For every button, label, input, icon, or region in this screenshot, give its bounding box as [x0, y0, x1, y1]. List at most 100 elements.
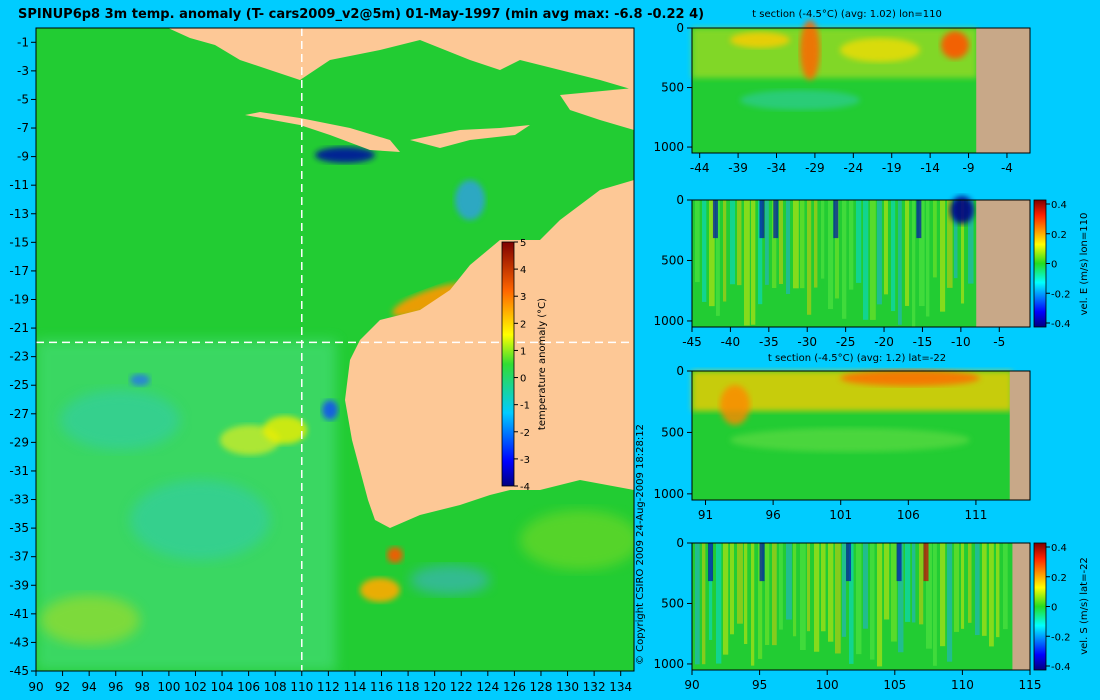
velocity-streak [975, 543, 980, 636]
map-colorbar-ticks: 5 4 3 2 1 0 -1 -2 -3 -4 [514, 238, 530, 493]
velocity-streak [807, 543, 811, 632]
velocity-streak [751, 200, 756, 325]
map-y-tick-label: -21 [9, 321, 29, 335]
velocity-streak-strong [923, 543, 929, 582]
vel-e-colorbar [1033, 199, 1047, 328]
velocity-streak [877, 200, 882, 305]
sec2-colorbar-tick-label: 0 [1051, 260, 1057, 271]
velocity-streak [926, 200, 930, 317]
velocity-streak [758, 200, 763, 305]
velocity-streak [828, 543, 834, 642]
sec4-colorbar-tick-label: 0.2 [1051, 573, 1067, 584]
velocity-streak [814, 543, 820, 652]
map-colorbar-tick-label: -3 [520, 455, 530, 466]
sec3-y-tick-label: 500 [661, 425, 684, 439]
velocity-streak [933, 543, 937, 666]
velocity-streak [870, 543, 875, 660]
sec2-x-tick-label: -35 [759, 335, 779, 349]
land-australia [345, 180, 634, 528]
velocity-streak-strong [896, 543, 902, 582]
velocity-streak [842, 200, 847, 319]
velocity-streak [779, 543, 783, 630]
map-y-tick-label: -15 [9, 235, 29, 249]
velocity-streak [877, 543, 883, 667]
velocity-streak [863, 200, 869, 320]
velocity-streak [849, 543, 854, 664]
map-x-tick-label: 126 [503, 680, 526, 694]
velocity-streak-strong [759, 200, 765, 239]
velocity-streak [730, 543, 734, 635]
map-x-axis: 90 92 94 96 98 100 102 104 106 108 110 112 114 116 118… [28, 671, 632, 694]
sec2-x-tick-label: -40 [721, 335, 741, 349]
map-colorbar-label: temperature anomaly (°C) [537, 298, 548, 430]
sec1-x-tick-label: -19 [882, 161, 902, 175]
sec2-land [976, 200, 1030, 327]
sec4-colorbar-tick-label: 0.4 [1051, 543, 1067, 554]
map-y-tick-label: -13 [9, 207, 29, 221]
velocity-streak [807, 200, 812, 315]
velocity-streak [849, 200, 854, 290]
velocity-streak [954, 200, 958, 279]
velocity-streak [786, 200, 791, 294]
velocity-streak [954, 543, 960, 632]
map-y-tick-label: -17 [9, 264, 29, 278]
map-x-tick-label: 110 [290, 680, 313, 694]
map-x-tick-label: 122 [450, 680, 473, 694]
map-y-tick-label: -11 [9, 178, 29, 192]
velocity-streak [758, 543, 763, 659]
velocity-streak [786, 543, 792, 620]
panel-t-section-lon-title: t section (-4.5°C) (avg: 1.02) lon=110 [752, 9, 942, 20]
map-y-tick-label: -19 [9, 292, 29, 306]
velocity-streak [996, 543, 1000, 638]
map-x-tick-label: 124 [476, 680, 499, 694]
panel-vel-e-lon: -45 -40 -35 -30 -25 -20 -15 -10 -5 0 500 1000 0.4 0.… [653, 193, 1090, 349]
map-y-tick-label: -3 [17, 64, 29, 78]
sec1-x-tick-label: -39 [728, 161, 748, 175]
map-colorbar [501, 241, 515, 487]
sec3-y-tick-label: 1000 [653, 487, 684, 501]
map-x-tick-label: 90 [28, 680, 43, 694]
map-colorbar-tick-label: -4 [520, 482, 530, 493]
sec2-x-tick-label: -25 [836, 335, 856, 349]
velocity-streak [891, 200, 896, 312]
map-colorbar-tick-label: 3 [520, 292, 526, 303]
map-x-tick-label: 112 [317, 680, 340, 694]
land-java [245, 112, 400, 152]
map-y-tick-label: -25 [9, 378, 29, 392]
velocity-streak [884, 543, 890, 620]
velocity-streak [898, 543, 904, 653]
sec2-x-tick-label: -20 [874, 335, 894, 349]
map-x-tick-label: 134 [609, 680, 632, 694]
map-x-tick-label: 130 [556, 680, 579, 694]
velocity-streak [919, 543, 924, 625]
sec3-x-tick-label: 91 [698, 508, 713, 522]
velocity-streak [702, 200, 707, 302]
sec1-x-tick-label: -24 [844, 161, 864, 175]
velocity-streak [912, 200, 916, 327]
sec4-x-tick-label: 115 [1019, 678, 1042, 692]
velocity-streak-strong [708, 543, 714, 582]
map-x-tick-label: 114 [343, 680, 366, 694]
velocity-streak [912, 543, 916, 623]
map-x-tick-label: 94 [82, 680, 97, 694]
velocity-streak [884, 200, 888, 295]
map-y-tick-label: -1 [17, 35, 29, 49]
velocity-streak [772, 543, 777, 646]
sec4-x-tick-label: 90 [684, 678, 699, 692]
sec4-land [1012, 543, 1030, 670]
map-colorbar-tick-label: -2 [520, 428, 530, 439]
velocity-streak [856, 200, 862, 283]
velocity-streak [982, 543, 987, 636]
panel-t-section-lat-title: t section (-4.5°C) (avg: 1.2) lat=-22 [768, 353, 946, 364]
map-colorbar-tick-label: 2 [520, 319, 526, 330]
map-y-axis: -1 -3 -5 -7 -9 -11 -13 -15 -17 -19 -21 -23 -25 -27 -29… [9, 35, 36, 678]
sec1-y-tick-label: 0 [676, 21, 684, 35]
sec2-x-tick-label: -15 [913, 335, 933, 349]
sec1-x-tick-label: -14 [920, 161, 940, 175]
velocity-streak [709, 543, 713, 640]
sec3-y-tick-label: 0 [676, 364, 684, 378]
velocity-streak [821, 543, 826, 632]
sec4-colorbar-tick-label: -0.2 [1051, 632, 1071, 643]
sec3-x-tick-label: 111 [964, 508, 987, 522]
velocity-streak [919, 200, 925, 307]
